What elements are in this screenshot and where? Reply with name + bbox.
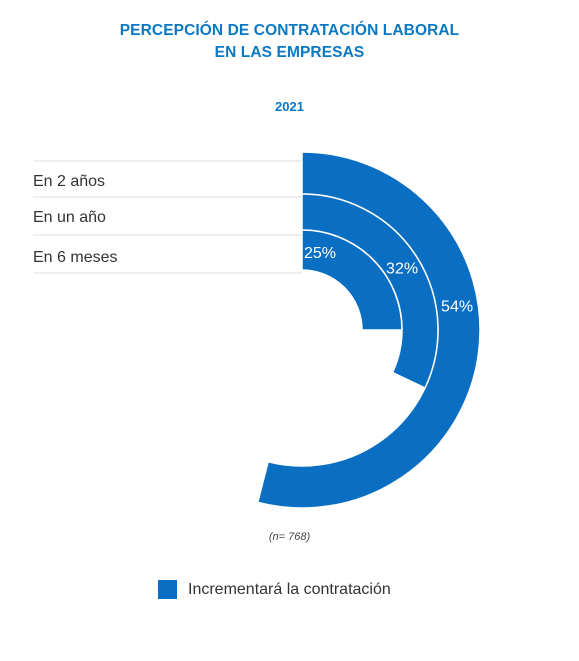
chart-title-line2: EN LAS EMPRESAS xyxy=(214,44,365,61)
sample-note: (n= 768) xyxy=(268,531,311,543)
legend-swatch xyxy=(158,580,177,599)
legend-label: Incrementará la contratación xyxy=(188,580,391,598)
value-label-1: 32% xyxy=(386,260,418,277)
chart-title-line1: PERCEPCIÓN DE CONTRATACIÓN LABORAL xyxy=(119,22,460,39)
label-6-months: En 6 meses xyxy=(33,249,117,266)
value-label-2: 25% xyxy=(304,245,336,262)
chart-subtitle: 2021 xyxy=(275,99,304,114)
value-label-0: 54% xyxy=(441,298,473,315)
chart-title: PERCEPCIÓN DE CONTRATACIÓN LABORAL EN LA… xyxy=(0,20,579,64)
label-2-years: En 2 años xyxy=(33,173,105,190)
bar-6-months xyxy=(301,229,403,331)
legend: Incrementará la contratación xyxy=(158,580,391,599)
label-1-year: En un año xyxy=(33,209,106,226)
